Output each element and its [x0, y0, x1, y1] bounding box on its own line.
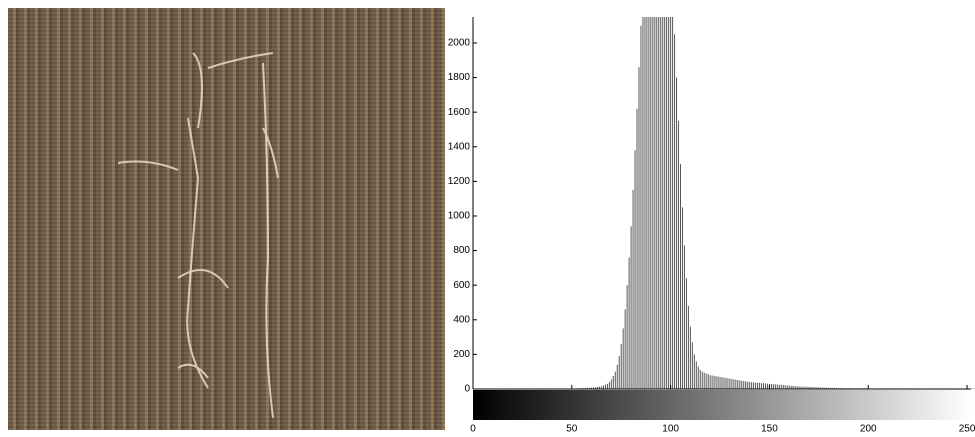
y-tick-label: 400	[453, 314, 470, 325]
x-tick-label: 0	[470, 424, 476, 435]
fabric-damage	[117, 52, 279, 419]
x-tick-label: 250	[959, 424, 975, 435]
fabric-photo	[8, 8, 445, 430]
y-tick-label: 600	[453, 280, 470, 291]
y-tick-label: 1600	[448, 107, 471, 118]
y-tick-label: 800	[453, 245, 470, 256]
x-tick-label: 200	[860, 424, 877, 435]
x-tick-label: 150	[761, 424, 778, 435]
x-tick-label: 100	[662, 424, 679, 435]
y-tick-label: 200	[453, 349, 470, 360]
x-tick-label: 50	[566, 424, 578, 435]
y-tick-label: 1800	[448, 72, 471, 83]
y-tick-label: 0	[464, 384, 470, 395]
y-tick-label: 1400	[448, 141, 471, 152]
colorbar	[473, 390, 971, 420]
bars	[571, 17, 975, 389]
y-tick-label: 1200	[448, 176, 471, 187]
y-tick-label: 1000	[448, 211, 471, 222]
y-tick-label: 2000	[448, 38, 471, 49]
tear-strands	[117, 52, 279, 419]
